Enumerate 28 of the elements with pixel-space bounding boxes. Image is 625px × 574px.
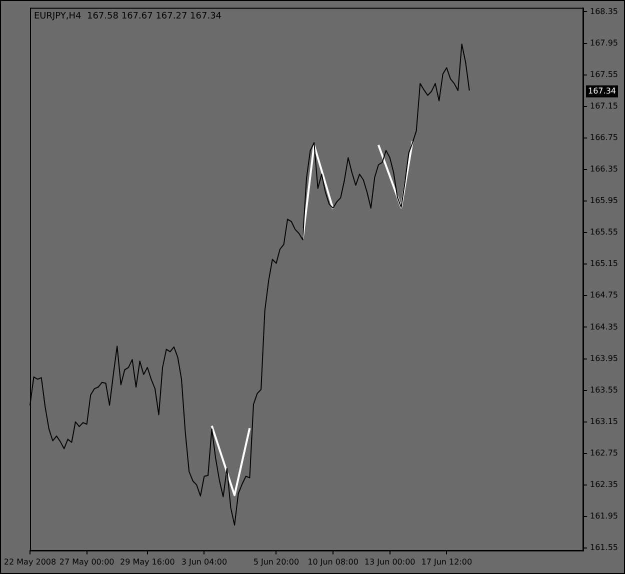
y-tick-label: 166.35 [590,164,618,174]
y-tick-label: 165.55 [590,228,618,237]
x-tick-label: 17 Jun 12:00 [421,557,472,566]
y-tick-label: 167.95 [590,38,618,48]
y-tick-label: 164.75 [590,290,618,300]
y-tick-label: 167.15 [590,101,618,110]
y-tick-label: 163.55 [590,385,618,394]
annotation: 167.34 [588,86,616,96]
x-tick-label: 3 Jun 04:00 [181,557,228,566]
y-tick-label: 162.35 [590,480,618,490]
y-tick-label: 165.95 [590,196,618,206]
x-tick-label: 22 May 2008 [4,557,56,566]
y-tick-label: 167.55 [590,70,618,79]
y-tick-label: 166.75 [590,133,618,142]
y-tick-label: 161.55 [590,543,618,552]
x-tick-label: 10 Jun 08:00 [308,557,358,566]
chart-title: EURJPY,H4 167.58 167.67 167.27 167.34 [34,12,222,22]
x-tick-label: 13 Jun 00:00 [364,557,416,566]
y-tick-label: 165.15 [590,259,618,268]
x-tick-label: 5 Jun 20:00 [253,557,300,566]
y-tick-label: 164.35 [590,322,618,332]
y-tick-label: 162.75 [590,448,618,458]
x-tick-label: 29 May 16:00 [120,557,175,566]
x-tick-label: 27 May 00:00 [59,557,114,566]
y-tick-label: 161.95 [590,512,618,521]
y-tick-label: 168.35 [590,6,618,16]
y-tick-label: 163.15 [590,416,618,426]
y-tick-label: 163.95 [590,354,618,363]
